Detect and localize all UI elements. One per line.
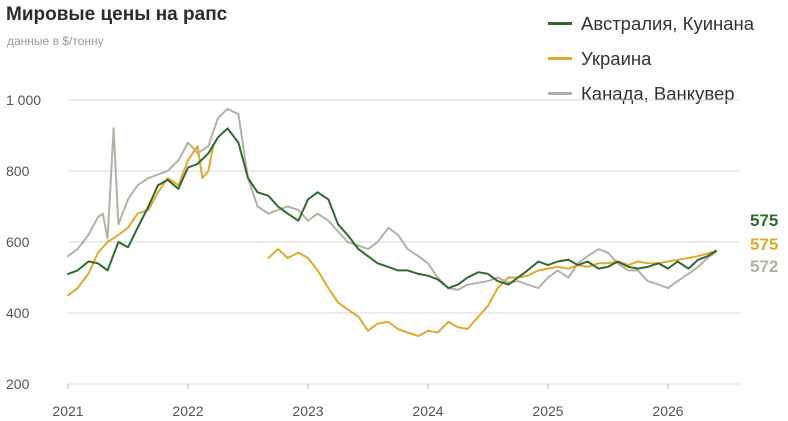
legend-item-ukraine: Украина [548, 41, 754, 76]
end-label-canada: 572 [750, 257, 778, 276]
chart-legend: Австралия, Куинана Украина Канада, Ванку… [548, 6, 754, 111]
chart-subtitle: данные в $/тонну [7, 34, 104, 48]
legend-label-australia: Австралия, Куинана [581, 12, 755, 34]
axis-tick-labels: 200 400 600 800 1 000 2021 2022 2023 2024 2025 202… [6, 92, 684, 419]
y-tick-label: 200 [6, 376, 30, 392]
end-label-ukraine: 575 [750, 235, 778, 254]
x-tick-label: 2023 [292, 403, 323, 419]
y-tick-label: 1 000 [6, 92, 41, 108]
legend-item-canada: Канада, Ванкувер [548, 76, 754, 111]
x-tick-label: 2025 [532, 403, 563, 419]
series-ukraine-line [67, 145, 717, 338]
y-tick-label: 800 [6, 163, 30, 179]
series-canada-line [67, 107, 717, 291]
end-label-australia: 575 [750, 211, 778, 230]
series-lines [67, 107, 717, 338]
x-tick-label: 2024 [412, 403, 443, 419]
legend-label-canada: Канада, Ванкувер [581, 82, 735, 104]
y-tick-label: 400 [6, 305, 30, 321]
x-tick-label: 2022 [172, 403, 203, 419]
legend-item-australia: Австралия, Куинана [548, 6, 754, 41]
end-value-labels: 575 575 572 [750, 211, 778, 276]
y-tick-label: 600 [6, 234, 30, 250]
chart-title: Мировые цены на рапс [6, 4, 228, 25]
legend-swatch-ukraine [548, 57, 572, 60]
legend-swatch-australia [548, 22, 572, 25]
series-australia-line [67, 127, 717, 290]
legend-label-ukraine: Украина [581, 47, 652, 69]
x-tick-label: 2021 [52, 403, 83, 419]
legend-swatch-canada [548, 92, 572, 95]
x-tick-label: 2026 [652, 403, 683, 419]
